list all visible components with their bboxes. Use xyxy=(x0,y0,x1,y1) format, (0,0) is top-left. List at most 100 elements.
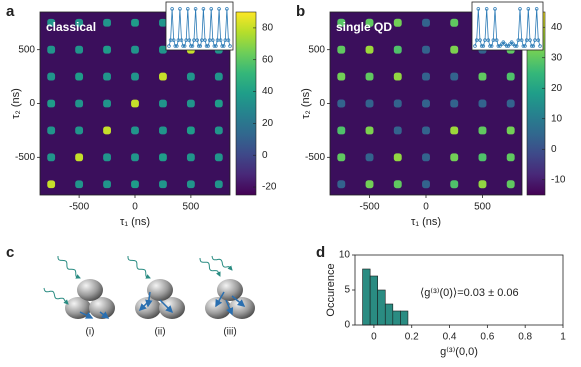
heatmap-cell xyxy=(422,18,430,27)
heatmap-cell xyxy=(159,72,167,81)
inset-point xyxy=(533,38,537,42)
heatmap-cell xyxy=(478,72,487,81)
inset-point xyxy=(523,44,527,48)
inset-point xyxy=(521,44,526,48)
inset-point xyxy=(538,44,542,48)
x-tick-label: 500 xyxy=(183,202,200,213)
chart-title: single QD xyxy=(336,20,392,34)
heatmap-cell xyxy=(159,18,167,27)
heatmap-cell xyxy=(131,45,139,54)
inset-point xyxy=(498,44,502,48)
heatmap-cell xyxy=(450,45,459,54)
heatmap-cell xyxy=(422,72,430,81)
inset-point xyxy=(524,38,529,42)
emission-arrow xyxy=(145,291,153,308)
inset-point xyxy=(501,40,506,44)
heatmap-cell xyxy=(337,45,346,54)
heatmap-cell xyxy=(337,72,346,81)
heatmap-cell xyxy=(47,45,56,54)
emission-arrow xyxy=(99,311,110,319)
heatmap-cell xyxy=(75,99,84,108)
inset-point xyxy=(473,44,477,48)
inset-point xyxy=(474,38,479,42)
heatmap-cell xyxy=(75,18,84,27)
panel-label: c xyxy=(6,244,14,261)
inset-point xyxy=(513,44,517,48)
y-tick-label: 0 xyxy=(319,98,325,109)
x-tick-label: 0.2 xyxy=(405,332,419,343)
inset-point xyxy=(228,44,232,48)
x-tick-label: 0 xyxy=(371,332,377,343)
heatmap-cell xyxy=(214,126,223,135)
inset-point xyxy=(479,44,484,48)
inset-line xyxy=(168,8,231,47)
diagram-caption: (iii) xyxy=(223,327,236,338)
inset-point xyxy=(488,44,492,48)
panel-label: a xyxy=(6,3,15,20)
heatmap-cell xyxy=(103,18,111,27)
y-tick-label: 10 xyxy=(339,250,351,261)
histogram-bar xyxy=(392,310,401,326)
emission-arrow xyxy=(231,295,246,307)
heatmap-cell xyxy=(365,99,374,108)
inset-point xyxy=(178,7,182,11)
inset-point xyxy=(518,7,522,11)
inset-point xyxy=(206,44,210,48)
heatmap-cell xyxy=(393,153,402,162)
quantum-dot xyxy=(147,279,173,301)
inset-point xyxy=(204,44,209,48)
inset-point xyxy=(211,38,215,42)
inset-line xyxy=(474,8,541,47)
inset-point xyxy=(503,42,507,46)
y-tick-label: 500 xyxy=(18,44,35,55)
inset-point xyxy=(171,38,176,42)
inset-point xyxy=(196,44,201,48)
y-tick-label: 5 xyxy=(344,285,350,296)
inset-point xyxy=(491,38,496,42)
heatmap-cell xyxy=(131,180,139,189)
x-tick-label: 0 xyxy=(423,202,429,213)
x-tick-label: 1 xyxy=(560,332,566,343)
heatmap-cell xyxy=(365,18,374,27)
inset-point xyxy=(494,38,499,42)
heatmap-cell xyxy=(450,72,459,81)
heatmap-cell xyxy=(478,126,487,135)
inset-point xyxy=(195,38,199,42)
heatmap-cell xyxy=(393,45,402,54)
inset-point xyxy=(514,44,519,48)
inset-point xyxy=(173,44,178,48)
inset-point xyxy=(511,42,516,46)
heatmap-cell xyxy=(393,18,402,27)
quantum-dot xyxy=(135,297,161,319)
heatmap-cell xyxy=(337,126,346,135)
annotation: ⟨g⁽³⁾(0)⟩=0.03 ± 0.06 xyxy=(420,287,519,299)
heatmap-cell xyxy=(478,153,487,162)
quantum-dot xyxy=(77,279,103,301)
photon-arrow xyxy=(57,256,81,279)
heatmap-cell xyxy=(450,153,459,162)
heatmap-cell xyxy=(506,126,515,135)
histogram-bar xyxy=(400,310,409,326)
inset-point xyxy=(221,44,226,48)
heatmap-cell xyxy=(337,180,346,189)
inset-point xyxy=(226,38,231,42)
inset-point xyxy=(212,44,217,48)
histogram-bar xyxy=(377,289,386,326)
heatmap-cell xyxy=(47,126,56,135)
histogram-bar xyxy=(369,275,378,326)
heatmap-cell xyxy=(186,72,195,81)
heatmap-cell xyxy=(506,99,515,108)
heatmap-cell xyxy=(365,45,374,54)
inset-point xyxy=(484,7,489,11)
inset-point xyxy=(181,44,185,48)
panel-label: b xyxy=(296,3,305,20)
heatmap-cell xyxy=(478,99,487,108)
emission-arrow xyxy=(138,299,151,312)
heatmap-cell xyxy=(337,153,346,162)
inset-point xyxy=(186,7,190,11)
heatmap-cell xyxy=(131,72,139,81)
heatmap-cell xyxy=(186,180,195,189)
inset-point xyxy=(509,40,514,44)
inset-point xyxy=(190,44,195,48)
heatmap-cell xyxy=(131,18,139,27)
